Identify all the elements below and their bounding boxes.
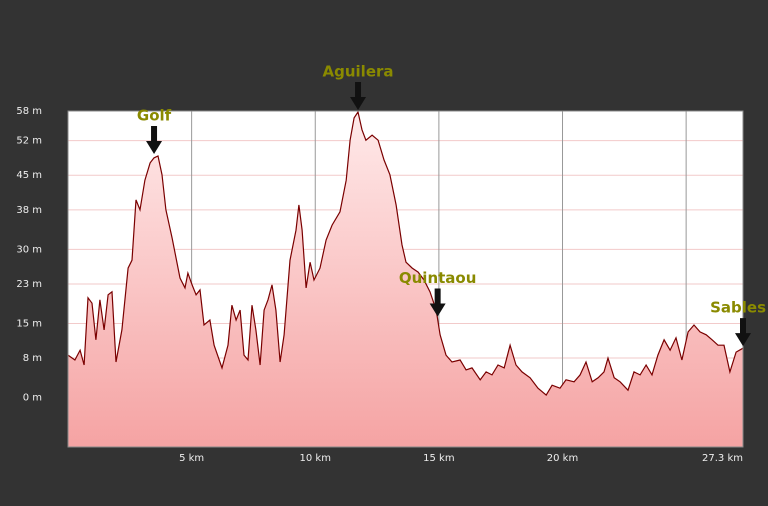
y-tick-label: 0 m (23, 393, 42, 404)
annotation-arrow (146, 125, 163, 154)
y-tick-label: 23 m (16, 279, 42, 290)
y-tick-label: 45 m (16, 170, 42, 181)
annotation-arrow (429, 288, 446, 317)
y-tick-label: 38 m (16, 205, 42, 216)
x-tick-label: 20 km (547, 453, 578, 464)
annotation-label: Quintaou (399, 269, 477, 287)
y-tick-label: 52 m (16, 136, 42, 147)
y-tick-label: 15 m (16, 318, 42, 329)
x-tick-label: 5 km (179, 453, 204, 464)
area-fill (68, 112, 743, 447)
annotation-label: Golf (137, 106, 172, 124)
plot-border (67, 110, 744, 448)
x-tick-label: 27.3 km (702, 453, 743, 464)
x-tick-label: 15 km (423, 453, 454, 464)
profile-line (67, 110, 744, 397)
y-tick-label: 58 m (16, 106, 42, 117)
annotation-arrow (350, 81, 367, 110)
annotation-label: Sables (710, 299, 766, 317)
y-tick-label: 8 m (23, 353, 42, 364)
x-tick-label: 10 km (300, 453, 331, 464)
annotation-label: Aguilera (323, 62, 394, 80)
annotation-arrow (735, 318, 751, 347)
y-tick-label: 30 m (16, 244, 42, 255)
